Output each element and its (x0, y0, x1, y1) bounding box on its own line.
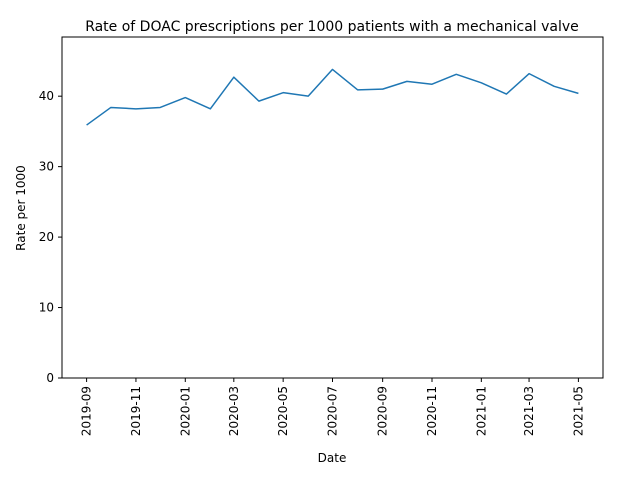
y-tick-label: 0 (46, 371, 54, 385)
data-point (382, 88, 384, 90)
data-point (135, 108, 137, 110)
data-point (307, 95, 309, 97)
x-tick-label: 2020-03 (227, 386, 241, 436)
x-tick-label: 2021-05 (571, 386, 585, 436)
y-tick-label: 30 (39, 160, 54, 174)
y-tick-label: 20 (39, 230, 54, 244)
data-point (86, 124, 88, 126)
x-tick-label: 2020-01 (178, 386, 192, 436)
y-tick-label: 40 (39, 89, 54, 103)
chart-title: Rate of DOAC prescriptions per 1000 pati… (85, 19, 579, 35)
data-point (431, 83, 433, 85)
data-point (258, 100, 260, 102)
x-axis-label: Date (318, 451, 347, 465)
data-point (406, 81, 408, 83)
y-axis-ticks: 0 10 20 30 40 (39, 89, 62, 385)
data-point (357, 89, 359, 91)
x-tick-label: 2020-07 (326, 386, 340, 436)
series-line (86, 68, 579, 126)
data-point (184, 97, 186, 99)
data-point (578, 93, 580, 95)
plot-layer (86, 68, 580, 126)
data-point (233, 76, 235, 78)
data-point (553, 86, 555, 88)
plot-frame (61, 36, 604, 379)
x-tick-label: 2020-09 (376, 386, 390, 436)
x-tick-label: 2019-11 (129, 386, 143, 436)
data-point (332, 69, 334, 71)
y-axis-label: Rate per 1000 (14, 165, 28, 251)
x-tick-label: 2019-09 (80, 386, 94, 436)
data-point (110, 107, 112, 109)
data-point (481, 82, 483, 84)
x-tick-label: 2020-11 (425, 386, 439, 436)
data-point (506, 93, 508, 95)
data-point (159, 107, 161, 109)
x-tick-label: 2021-03 (522, 386, 536, 436)
x-axis-ticks: 2019-09 2019-11 2020-01 2020-03 2020-05 2020-… (80, 378, 585, 436)
data-point (282, 92, 284, 94)
data-point (528, 73, 530, 75)
x-tick-label: 2021-01 (474, 386, 488, 436)
y-tick-label: 10 (39, 301, 54, 315)
x-tick-label: 2020-05 (276, 386, 290, 436)
data-point (210, 108, 212, 110)
data-point (455, 74, 457, 76)
